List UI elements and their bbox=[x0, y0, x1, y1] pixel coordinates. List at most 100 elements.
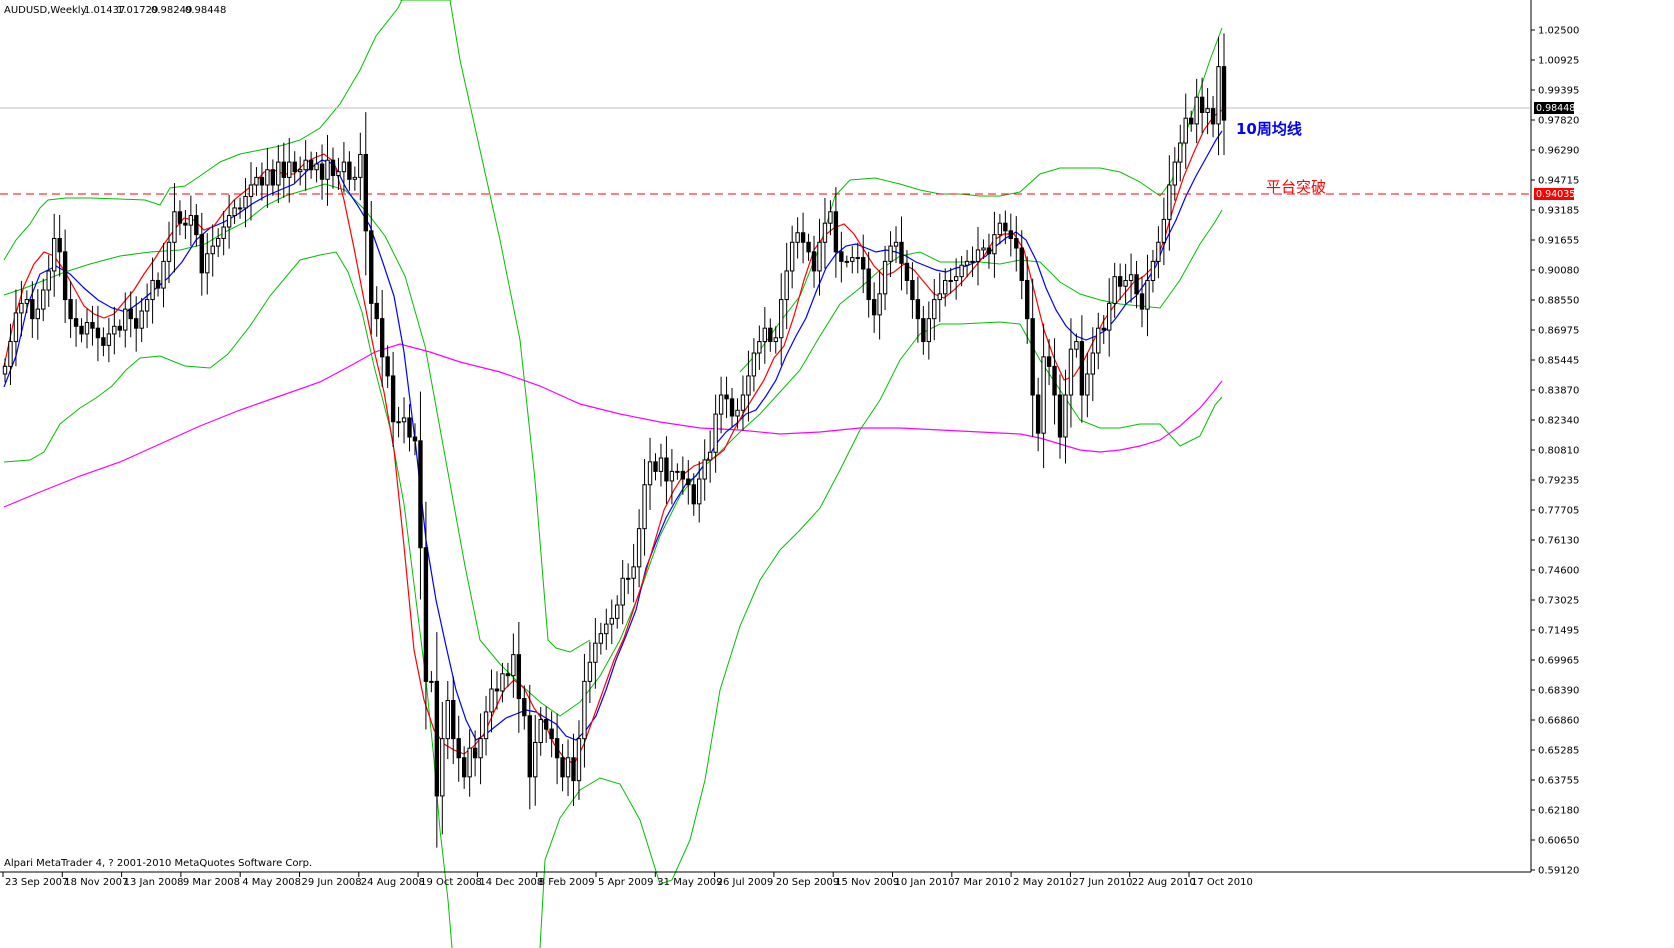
candle-body-bullish bbox=[762, 327, 768, 343]
price-tick-label: 0.86975 bbox=[1538, 326, 1579, 337]
candle-body-bearish bbox=[549, 728, 554, 740]
candle-body-bearish bbox=[363, 153, 368, 232]
candle-body-bearish bbox=[434, 680, 440, 797]
candle-body-bearish bbox=[133, 318, 139, 329]
candle-body-bullish bbox=[511, 654, 516, 677]
candle-body-bullish bbox=[702, 459, 707, 480]
candle-body-bullish bbox=[658, 457, 664, 472]
candle-body-bearish bbox=[79, 325, 84, 335]
price-axis[interactable]: 1.02500 1.00925 0.99395 0.97820 0.96290 0.947… bbox=[1531, 26, 1579, 877]
price-tick-label: 0.60650 bbox=[1538, 836, 1579, 847]
candle-body-bearish bbox=[1199, 96, 1205, 113]
candle-body-bullish bbox=[265, 169, 270, 186]
candle-body-bearish bbox=[347, 161, 352, 180]
wide-band-left-lower bbox=[400, 0, 591, 653]
candle-body-bearish bbox=[385, 356, 390, 377]
candle-body-bullish bbox=[139, 310, 144, 329]
time-tick-label: 29 Jun 2008 bbox=[302, 877, 362, 888]
candle-body-bullish bbox=[52, 237, 57, 272]
price-tick-label: 0.80810 bbox=[1538, 446, 1579, 457]
candle-body-bullish bbox=[2, 365, 8, 375]
candle-body-bearish bbox=[281, 161, 286, 178]
candle-body-bullish bbox=[625, 577, 631, 580]
header-high: 1.01729 bbox=[117, 5, 158, 16]
candle-body-bullish bbox=[254, 176, 259, 186]
candle-body-bearish bbox=[1046, 356, 1052, 367]
candle-body-bearish bbox=[494, 688, 500, 692]
candle-body-bullish bbox=[358, 153, 363, 178]
candle-body-bullish bbox=[13, 312, 19, 343]
candle-body-bullish bbox=[593, 642, 598, 663]
candle-body-bearish bbox=[571, 757, 576, 782]
candle-body-bearish bbox=[472, 747, 478, 759]
candle-body-bullish bbox=[401, 417, 407, 423]
candle-body-bearish bbox=[1117, 276, 1123, 287]
candle-body-bullish bbox=[1145, 279, 1150, 310]
price-tick-label: 0.93185 bbox=[1538, 206, 1579, 217]
candle-body-bearish bbox=[729, 398, 735, 417]
candle-body-bullish bbox=[123, 308, 128, 331]
candle-body-bullish bbox=[964, 260, 970, 266]
time-tick-label: 7 Mar 2010 bbox=[954, 877, 1011, 888]
frame-layer bbox=[0, 0, 1532, 873]
header-open: 1.01437 bbox=[84, 5, 125, 16]
candle-body-bearish bbox=[374, 302, 379, 320]
candle-body-bearish bbox=[194, 215, 199, 236]
candle-body-bearish bbox=[543, 719, 549, 730]
candle-body-bullish bbox=[276, 161, 281, 186]
candle-body-bearish bbox=[155, 279, 161, 289]
candle-body-bearish bbox=[117, 325, 122, 331]
copyright-text: Alpari MetaTrader 4, ? 2001-2010 MetaQuo… bbox=[4, 858, 312, 869]
time-tick-label: 26 Jul 2009 bbox=[717, 877, 774, 888]
candle-body-bearish bbox=[418, 440, 423, 549]
time-tick-label: 27 Jun 2010 bbox=[1072, 877, 1132, 888]
candle-body-bullish bbox=[1063, 394, 1068, 438]
time-tick-label: 15 Nov 2009 bbox=[835, 877, 899, 888]
candle-body-bullish bbox=[232, 207, 237, 217]
price-tick-label: 0.76130 bbox=[1538, 536, 1579, 547]
candle-body-bearish bbox=[330, 159, 336, 176]
price-tick-label: 0.90080 bbox=[1538, 266, 1579, 277]
candle-body-bearish bbox=[1052, 365, 1057, 396]
candle-body-bearish bbox=[800, 232, 806, 243]
candle-body-bearish bbox=[806, 241, 811, 253]
candle-body-bullish bbox=[850, 257, 855, 262]
candle-body-bearish bbox=[724, 394, 729, 400]
candle-body-bearish bbox=[292, 161, 297, 173]
candle-body-bullish bbox=[631, 566, 636, 579]
candle-body-bullish bbox=[533, 741, 538, 778]
candle-body-bullish bbox=[1150, 260, 1156, 281]
price-tick-label: 0.62180 bbox=[1538, 806, 1579, 817]
price-tick-label: 0.97820 bbox=[1538, 116, 1579, 127]
candle-body-bearish bbox=[259, 176, 265, 186]
candle-body-bullish bbox=[1090, 352, 1096, 375]
candle-body-bearish bbox=[379, 318, 385, 358]
candle-body-bearish bbox=[456, 738, 461, 759]
candle-body-bullish bbox=[1156, 241, 1161, 262]
price-tick-label: 0.79235 bbox=[1538, 476, 1579, 487]
candle-body-bullish bbox=[817, 241, 822, 272]
candle-body-bullish bbox=[582, 680, 587, 740]
candle-body-bearish bbox=[1030, 318, 1035, 396]
candle-body-bearish bbox=[527, 715, 532, 778]
price-tick-label: 0.77705 bbox=[1538, 506, 1579, 517]
candle-body-bullish bbox=[538, 719, 543, 743]
candle-body-bearish bbox=[270, 169, 276, 186]
ma-fast-line bbox=[3, 109, 1223, 765]
candle-body-bullish bbox=[172, 211, 177, 243]
candle-body-bullish bbox=[943, 279, 948, 295]
candle-body-bullish bbox=[598, 633, 604, 644]
candle-body-bullish bbox=[1167, 184, 1172, 220]
candle-body-bullish bbox=[1178, 142, 1183, 163]
bollinger-upper-line bbox=[3, 0, 403, 261]
candle-body-bearish bbox=[95, 327, 101, 339]
price-tick-label: 0.71495 bbox=[1538, 626, 1579, 637]
time-tick-label: 17 Oct 2010 bbox=[1191, 877, 1253, 888]
candle-body-bullish bbox=[642, 484, 647, 530]
candle-body-bearish bbox=[62, 251, 68, 301]
candle-body-bullish bbox=[746, 375, 751, 396]
candle-body-bullish bbox=[937, 293, 942, 301]
candle-body-bearish bbox=[921, 318, 926, 343]
